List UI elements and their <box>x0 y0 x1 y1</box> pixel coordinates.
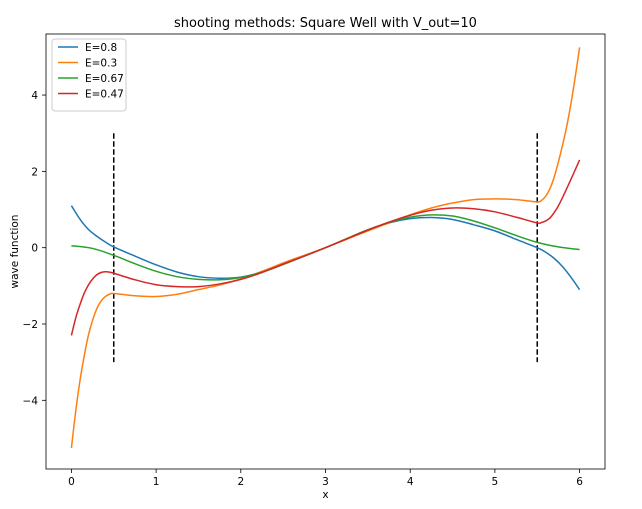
x-tick-label: 3 <box>322 476 329 488</box>
plot-area <box>70 47 581 449</box>
y-tick-label: 2 <box>31 166 38 178</box>
y-axis-label: wave function <box>9 215 21 289</box>
legend-label: E=0.47 <box>85 88 124 100</box>
x-axis-label: x <box>322 489 328 501</box>
x-tick-label: 1 <box>153 476 160 488</box>
legend: E=0.8 E=0.3 E=0.67 E=0.47 <box>51 38 127 112</box>
y-tick-label: 0 <box>31 243 38 255</box>
x-tick-label: 6 <box>576 476 583 488</box>
chart-title: shooting methods: Square Well with V_out… <box>174 16 477 31</box>
x-tick-label: 2 <box>237 476 244 488</box>
x-tick-label: 4 <box>407 476 414 488</box>
axes: 0 1 2 3 4 5 6 −4 −2 0 2 4 <box>23 33 606 488</box>
legend-label: E=0.8 <box>85 42 117 54</box>
series-line-4 <box>70 159 581 336</box>
x-tick-label: 5 <box>492 476 499 488</box>
legend-label: E=0.67 <box>85 73 124 85</box>
legend-label: E=0.3 <box>85 57 117 69</box>
axes-frame <box>45 33 606 470</box>
y-tick-label: −4 <box>23 395 39 407</box>
x-tick-label: 0 <box>68 476 75 488</box>
y-tick-label: −2 <box>23 319 38 331</box>
y-tick-label: 4 <box>31 90 38 102</box>
